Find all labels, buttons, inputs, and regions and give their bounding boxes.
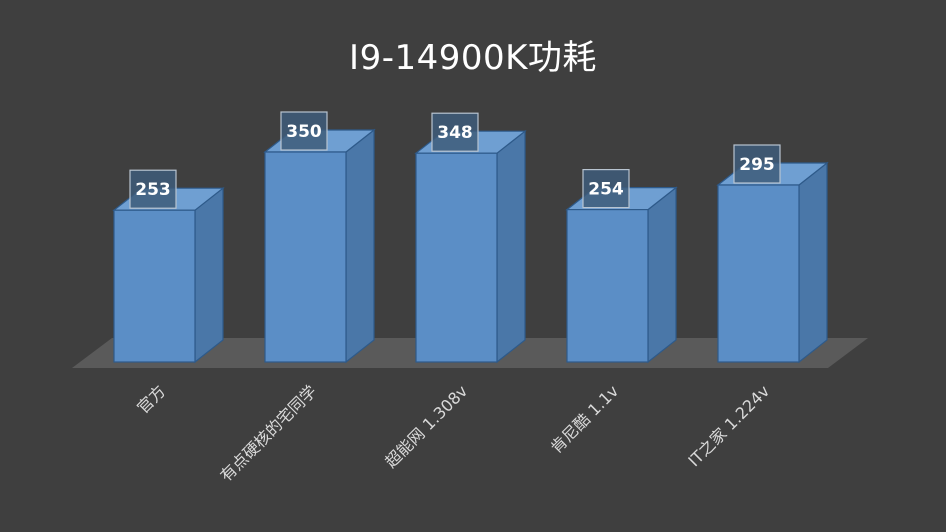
chart-title: I9-14900K功耗 xyxy=(349,38,597,78)
bar xyxy=(415,152,498,363)
data-label-box xyxy=(733,144,781,184)
category-label: 超能网 1.308v xyxy=(381,381,471,471)
bar-side xyxy=(647,186,677,364)
data-label-box xyxy=(280,111,328,151)
bar xyxy=(113,209,196,363)
category-label: 官方 xyxy=(133,381,169,417)
data-label-box xyxy=(129,169,177,209)
data-label-box xyxy=(582,169,630,209)
data-label: 348 xyxy=(437,123,473,143)
bar-side xyxy=(345,128,375,364)
data-label: 254 xyxy=(588,180,624,200)
data-label-box xyxy=(431,112,479,152)
data-label: 350 xyxy=(286,122,322,142)
data-label: 253 xyxy=(135,180,171,200)
bar-side xyxy=(496,129,526,364)
bar xyxy=(264,151,347,363)
category-label: 肯尼酷 1.1v xyxy=(547,381,623,457)
bar xyxy=(717,184,800,363)
category-label: 有点硬核的宅同学 xyxy=(216,381,320,485)
category-label: IT之家 1.224v xyxy=(684,381,773,470)
bar-side xyxy=(194,186,224,364)
bar-side xyxy=(798,161,828,364)
data-label: 295 xyxy=(739,155,775,175)
bar xyxy=(566,209,649,363)
